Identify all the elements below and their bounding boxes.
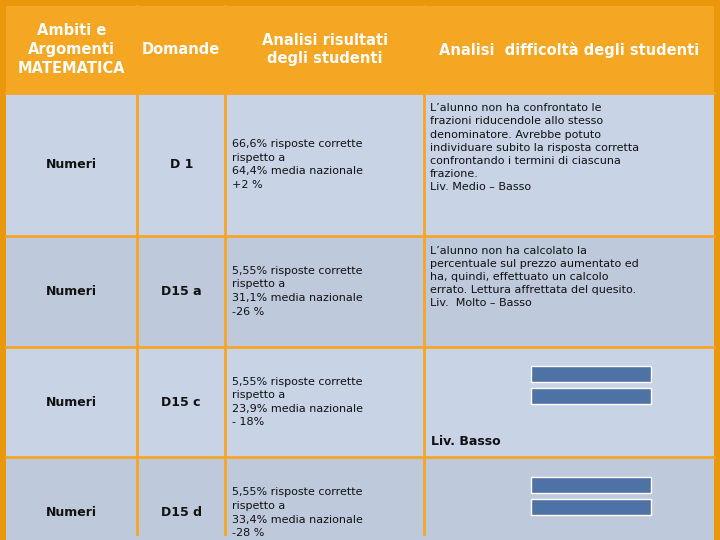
Bar [137, 347, 225, 457]
Text: L’alunno non ha confrontato le
frazioni riducendole allo stesso
denominatore. Av: L’alunno non ha confrontato le frazioni … [430, 103, 639, 192]
Bar [531, 477, 651, 493]
Text: 5,55% risposte corrette
rispetto a
31,1% media nazionale
-26 %: 5,55% risposte corrette rispetto a 31,1%… [233, 266, 363, 316]
Bar [225, 235, 423, 347]
Text: D 1: D 1 [169, 158, 193, 171]
Text: Numeri: Numeri [46, 395, 97, 408]
Text: D15 c: D15 c [161, 395, 201, 408]
Bar [225, 457, 423, 540]
Text: L’alunno non ha calcolato la
percentuale sul prezzo aumentato ed
ha, quindi, eff: L’alunno non ha calcolato la percentuale… [430, 246, 639, 308]
Bar [423, 457, 714, 540]
Bar [531, 366, 651, 382]
Text: 5,55% risposte corrette
rispetto a
23,9% media nazionale
- 18%: 5,55% risposte corrette rispetto a 23,9%… [233, 376, 364, 427]
Bar [423, 347, 714, 457]
Bar [6, 93, 137, 235]
Bar [137, 457, 225, 540]
Bar [225, 93, 423, 235]
Text: D15 a: D15 a [161, 285, 202, 298]
Bar [137, 6, 225, 93]
Text: Analisi  difficoltà degli studenti: Analisi difficoltà degli studenti [438, 42, 699, 58]
Bar [423, 93, 714, 235]
Bar [423, 235, 714, 347]
Bar [531, 500, 651, 515]
Bar [6, 235, 137, 347]
Text: 66,6% risposte corrette
rispetto a
64,4% media nazionale
+2 %: 66,6% risposte corrette rispetto a 64,4%… [233, 139, 364, 190]
Text: Numeri: Numeri [46, 507, 97, 519]
Text: D15 d: D15 d [161, 507, 202, 519]
Text: Numeri: Numeri [46, 158, 97, 171]
Bar [531, 388, 651, 404]
Bar [137, 235, 225, 347]
Text: Liv. Basso: Liv. Basso [431, 435, 500, 448]
Text: Ambiti e
Argomenti
MATEMATICA: Ambiti e Argomenti MATEMATICA [18, 23, 125, 76]
Bar [6, 347, 137, 457]
Bar [6, 457, 137, 540]
Bar [225, 6, 423, 93]
Text: Domande: Domande [142, 42, 220, 57]
Bar [225, 347, 423, 457]
Text: Numeri: Numeri [46, 285, 97, 298]
Text: Analisi risultati
degli studenti: Analisi risultati degli studenti [261, 33, 387, 66]
Text: 5,55% risposte corrette
rispetto a
33,4% media nazionale
-28 %: 5,55% risposte corrette rispetto a 33,4%… [233, 488, 364, 538]
Bar [6, 6, 137, 93]
Bar [423, 6, 714, 93]
Bar [137, 93, 225, 235]
